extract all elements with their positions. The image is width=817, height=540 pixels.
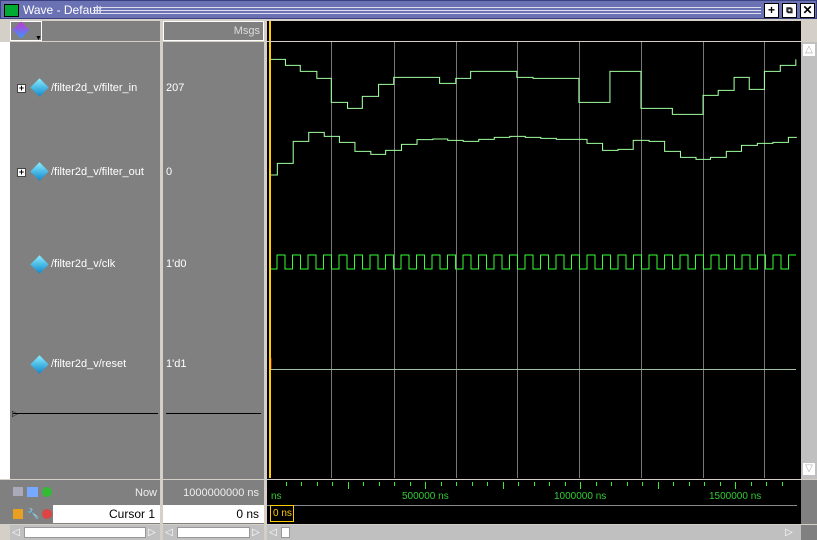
- scroll-left-icon[interactable]: ◁: [269, 527, 277, 538]
- window-title: Wave - Default: [23, 3, 102, 17]
- wave-filter-out: [270, 131, 797, 176]
- scroll-thumb[interactable]: [177, 527, 250, 538]
- wave-header: [267, 21, 801, 41]
- scroll-down-icon[interactable]: ▽: [803, 463, 815, 475]
- lock-cursor-icon[interactable]: [13, 509, 23, 519]
- vertical-scrollbar[interactable]: △ ▽: [801, 42, 817, 479]
- signal-name-reset[interactable]: /filter2d_v/reset: [51, 358, 127, 370]
- cursor-name[interactable]: Cursor 1: [53, 505, 160, 523]
- signal-values-pane[interactable]: [163, 42, 264, 479]
- time-label-1000000: 1000000 ns: [554, 491, 607, 502]
- time-label-start: ns: [271, 491, 282, 502]
- add-cursor-icon[interactable]: [42, 487, 52, 497]
- cursor-time-tag[interactable]: 0 ns: [270, 505, 294, 522]
- expand-filter-out-icon[interactable]: +: [17, 167, 26, 177]
- scroll-thumb[interactable]: [281, 527, 290, 538]
- msgs-header: Msgs: [163, 21, 264, 41]
- insertion-divider: [13, 413, 158, 414]
- time-label-500000: 500000 ns: [402, 491, 449, 502]
- scroll-left-icon[interactable]: ◁: [12, 527, 20, 538]
- chevron-down-icon: ▼: [35, 35, 42, 42]
- names-hscrollbar[interactable]: ◁ ▷: [10, 525, 160, 540]
- signal-value-filter-out: 0: [166, 166, 173, 178]
- undock-icon[interactable]: ⧉: [782, 3, 797, 18]
- signal-value-filter-in: 207: [166, 82, 185, 94]
- add-wave-icon[interactable]: [13, 487, 23, 496]
- scroll-right-icon[interactable]: ▷: [148, 527, 156, 538]
- now-label: Now: [135, 487, 158, 499]
- timeline-ruler[interactable]: [267, 480, 801, 524]
- scroll-thumb[interactable]: [24, 527, 146, 538]
- title-bar: Wave - Default + ⧉ ✕: [0, 0, 817, 19]
- title-grip[interactable]: [93, 7, 761, 14]
- scroll-right-icon[interactable]: ▷: [785, 527, 793, 538]
- edit-cursor-icon[interactable]: [27, 487, 38, 497]
- delete-cursor-icon[interactable]: [42, 509, 52, 519]
- insertion-marker-icon: ▷: [12, 409, 19, 418]
- wave-hscrollbar[interactable]: ◁ ▷: [267, 525, 801, 540]
- signal-value-clk: 1'd0: [166, 258, 187, 270]
- time-label-1500000: 1500000 ns: [709, 491, 762, 502]
- corner-filler: [801, 480, 817, 524]
- scroll-up-icon[interactable]: △: [803, 44, 815, 56]
- signal-type-dropdown[interactable]: ▼: [10, 21, 42, 42]
- now-value: 1000000000 ns: [183, 487, 259, 499]
- values-hscrollbar[interactable]: ◁ ▷: [163, 525, 264, 540]
- wave-filter-in: [270, 58, 797, 115]
- value-divider: [166, 413, 261, 414]
- pane-border: [0, 42, 10, 479]
- ruler-divider: [267, 505, 797, 506]
- signal-name-clk[interactable]: /filter2d_v/clk: [51, 258, 116, 270]
- close-icon[interactable]: ✕: [800, 3, 815, 18]
- scroll-right-icon[interactable]: ▷: [252, 527, 260, 538]
- names-header: [42, 21, 160, 41]
- expand-filter-in-icon[interactable]: +: [17, 83, 26, 93]
- wave-clk: [271, 254, 796, 270]
- wave-app-icon: [4, 4, 19, 17]
- cursor-value: 0 ns: [163, 505, 264, 523]
- signal-name-filter-in[interactable]: /filter2d_v/filter_in: [51, 82, 138, 94]
- maximize-icon[interactable]: +: [764, 3, 779, 18]
- wave-canvas[interactable]: [267, 42, 801, 479]
- signal-name-filter-out[interactable]: /filter2d_v/filter_out: [51, 166, 144, 178]
- signal-value-reset: 1'd1: [166, 358, 187, 370]
- corner-filler: [801, 525, 817, 540]
- cursor-header-marker: [269, 21, 271, 41]
- scroll-left-icon[interactable]: ◁: [165, 527, 173, 538]
- wrench-icon[interactable]: 🔧: [27, 509, 40, 520]
